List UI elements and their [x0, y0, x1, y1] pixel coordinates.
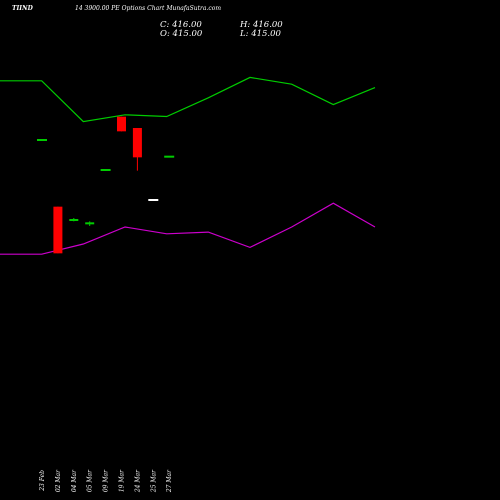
x-tick-label: 02 Mar [55, 469, 62, 492]
candle-body [132, 128, 142, 158]
indicator-line-1 [0, 76, 376, 123]
candle-body [164, 155, 175, 158]
candle-body [69, 219, 79, 221]
candle-body [37, 139, 47, 141]
x-tick-label: 09 Mar [103, 469, 110, 492]
x-tick-label: 04 Mar [71, 469, 78, 492]
candles [37, 116, 175, 254]
candle [148, 199, 159, 201]
candle [69, 218, 79, 222]
high-value: H: 416.00 [240, 20, 283, 30]
candle [85, 221, 95, 226]
candle-body [148, 199, 159, 201]
candle [100, 169, 111, 171]
x-tick-label: 24 Mar [134, 469, 141, 493]
open-value: O: 415.00 [160, 29, 203, 39]
candle [132, 128, 142, 171]
candle-body [85, 222, 95, 225]
candle [164, 155, 175, 158]
indicator-lines [0, 76, 376, 255]
candle [53, 206, 63, 254]
candle-body [100, 169, 111, 171]
candle [37, 139, 47, 141]
close-value: C: 416.00 [160, 20, 202, 30]
x-tick-label: 27 Mar [166, 469, 173, 493]
x-tick-label: 23 Feb [39, 470, 46, 492]
x-tick-label: 05 Mar [87, 469, 94, 492]
candle-body [53, 206, 63, 254]
candle [117, 116, 126, 132]
x-axis-labels: 23 Feb 02 Mar 04 Mar 05 Mar 09 Mar 19 Mar 24 M… [39, 469, 173, 493]
x-tick-label: 25 Mar [150, 469, 157, 493]
low-value: L: 415.00 [240, 29, 281, 39]
indicator-line-2 [0, 202, 376, 255]
symbol-label: TIIND [12, 5, 33, 12]
x-tick-label: 19 Mar [119, 469, 126, 492]
candle-body [117, 116, 126, 132]
chart-subtitle: 14 3900.00 PE Options Chart MunafaSutra.… [75, 5, 222, 12]
